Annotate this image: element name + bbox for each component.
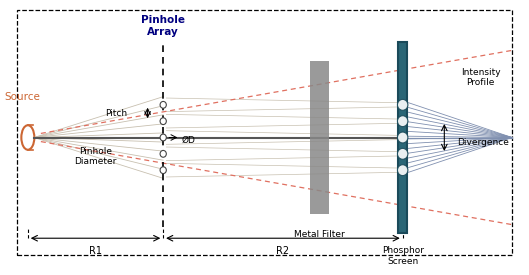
Text: R1: R1	[89, 246, 102, 256]
Ellipse shape	[397, 165, 408, 176]
Ellipse shape	[397, 132, 408, 143]
Text: R2: R2	[276, 246, 289, 256]
Ellipse shape	[160, 134, 166, 141]
Ellipse shape	[160, 101, 166, 108]
Text: Metal Filter: Metal Filter	[294, 230, 345, 239]
Text: ØD: ØD	[181, 136, 195, 145]
Text: Pitch: Pitch	[105, 109, 127, 117]
Ellipse shape	[160, 118, 166, 125]
Ellipse shape	[397, 116, 408, 126]
Text: Intensity
Profile: Intensity Profile	[461, 68, 500, 87]
FancyBboxPatch shape	[310, 61, 329, 214]
Text: Phosphor
Screen: Phosphor Screen	[381, 246, 424, 266]
Ellipse shape	[160, 167, 166, 174]
Text: Pinhole
Array: Pinhole Array	[141, 15, 185, 37]
Ellipse shape	[397, 99, 408, 110]
Text: Source: Source	[5, 92, 41, 102]
Text: Divergence: Divergence	[458, 138, 509, 147]
Text: Pinhole
Diameter: Pinhole Diameter	[75, 147, 117, 166]
FancyBboxPatch shape	[398, 42, 407, 233]
Ellipse shape	[397, 148, 408, 159]
Ellipse shape	[160, 150, 166, 157]
